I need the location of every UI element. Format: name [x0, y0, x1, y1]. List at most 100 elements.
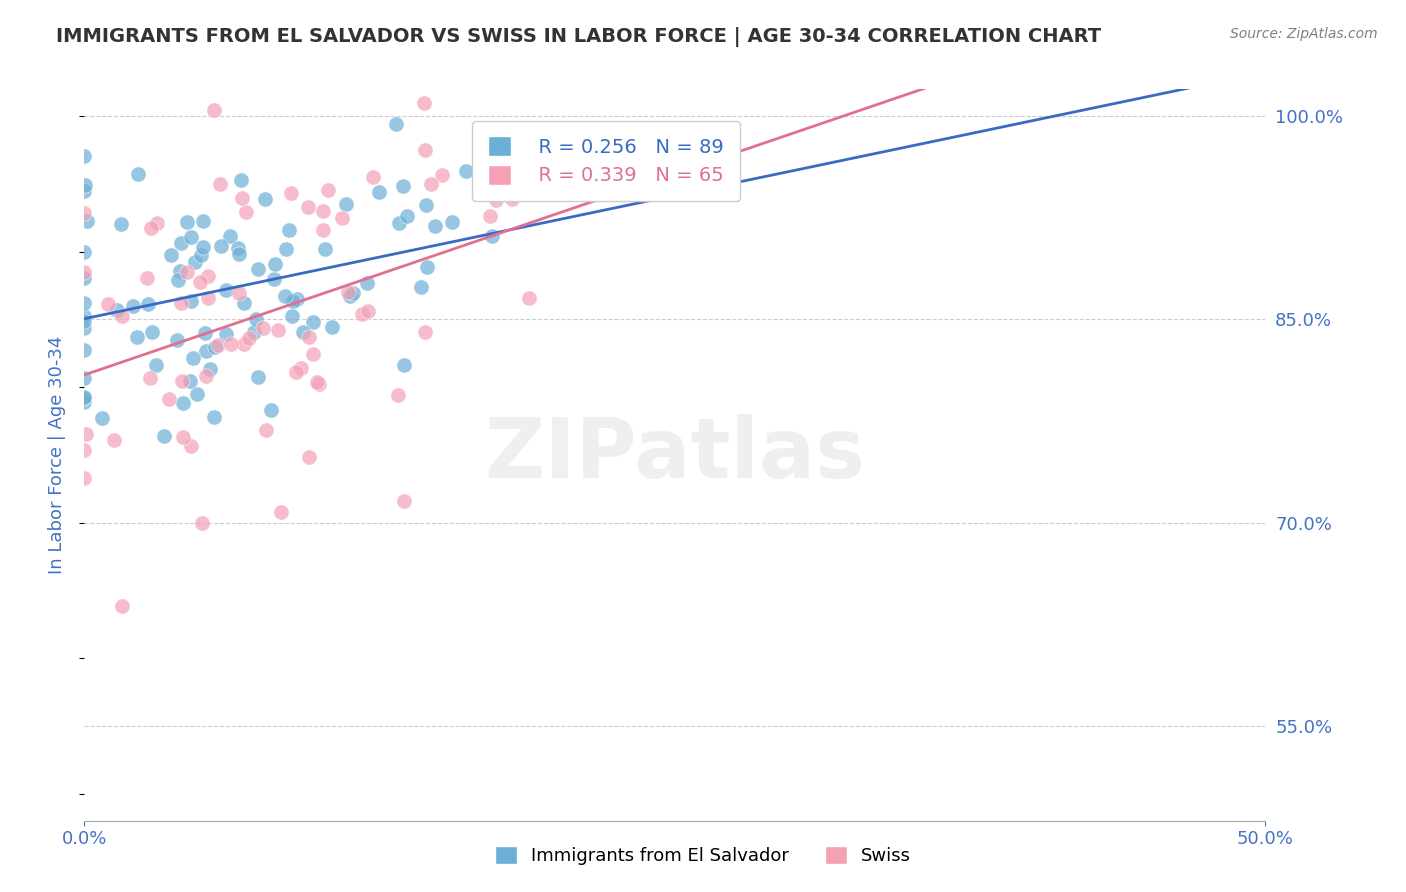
Point: [356, 276, 378, 290]
Point: [285, 365, 308, 379]
Point: [176, 265, 198, 279]
Point: [172, 396, 194, 410]
Point: [297, 330, 319, 344]
Point: [243, 326, 266, 340]
Point: [215, 283, 238, 297]
Point: [209, 238, 232, 252]
Point: [208, 177, 231, 191]
Point: [73, 343, 96, 357]
Point: [336, 285, 359, 299]
Point: [479, 210, 502, 224]
Point: [292, 325, 315, 339]
Point: [387, 388, 409, 402]
Point: [136, 296, 159, 310]
Point: [176, 215, 198, 229]
Point: [97, 297, 120, 311]
Point: [350, 307, 373, 321]
Point: [363, 169, 385, 184]
Point: [204, 340, 226, 354]
Point: [430, 168, 453, 182]
Point: [111, 599, 134, 613]
Point: [219, 337, 242, 351]
Point: [285, 292, 308, 306]
Point: [263, 271, 285, 285]
Point: [440, 215, 463, 229]
Point: [186, 387, 208, 401]
Point: [238, 331, 260, 345]
Point: [172, 430, 194, 444]
Point: [302, 315, 325, 329]
Point: [318, 184, 340, 198]
Point: [231, 191, 253, 205]
Point: [73, 471, 96, 485]
Point: [308, 376, 330, 391]
Point: [73, 296, 96, 310]
Point: [297, 200, 319, 214]
Point: [194, 344, 217, 359]
Point: [501, 193, 523, 207]
Point: [181, 351, 204, 365]
Point: [207, 338, 229, 352]
Point: [260, 403, 283, 417]
Point: [517, 292, 540, 306]
Point: [342, 286, 364, 301]
Point: [314, 242, 336, 256]
Point: [170, 235, 193, 250]
Point: [202, 103, 225, 117]
Point: [298, 450, 321, 464]
Y-axis label: In Labor Force | Age 30-34: In Labor Force | Age 30-34: [48, 335, 66, 574]
Point: [252, 321, 274, 335]
Point: [73, 391, 96, 405]
Point: [484, 193, 506, 207]
Point: [170, 296, 193, 310]
Point: [312, 204, 335, 219]
Point: [247, 262, 270, 277]
Point: [368, 185, 391, 199]
Point: [127, 330, 149, 344]
Point: [73, 390, 96, 404]
Text: Source: ZipAtlas.com: Source: ZipAtlas.com: [1230, 27, 1378, 41]
Point: [195, 368, 218, 383]
Point: [73, 245, 96, 260]
Point: [280, 309, 302, 323]
Point: [184, 255, 207, 269]
Point: [200, 362, 222, 376]
Point: [357, 303, 380, 318]
Point: [76, 214, 98, 228]
Point: [274, 289, 297, 303]
Point: [270, 505, 292, 519]
Point: [413, 95, 436, 110]
Point: [193, 240, 215, 254]
Point: [481, 229, 503, 244]
Point: [91, 410, 114, 425]
Point: [166, 333, 188, 347]
Point: [169, 264, 191, 278]
Point: [312, 223, 335, 237]
Point: [395, 209, 418, 223]
Point: [73, 314, 96, 328]
Point: [280, 186, 302, 200]
Point: [73, 184, 96, 198]
Point: [103, 434, 125, 448]
Point: [264, 257, 287, 271]
Point: [73, 206, 96, 220]
Point: [73, 371, 96, 385]
Point: [73, 309, 96, 323]
Point: [339, 289, 361, 303]
Point: [392, 179, 415, 194]
Point: [110, 217, 132, 231]
Point: [75, 427, 97, 442]
Point: [413, 325, 436, 339]
Point: [75, 178, 97, 192]
Point: [145, 358, 167, 372]
Point: [226, 241, 249, 255]
Point: [73, 271, 96, 285]
Point: [233, 296, 256, 310]
Point: [180, 229, 202, 244]
Point: [254, 423, 277, 437]
Point: [454, 164, 477, 178]
Point: [179, 374, 201, 388]
Point: [141, 325, 163, 339]
Point: [392, 358, 415, 372]
Point: [302, 347, 325, 361]
